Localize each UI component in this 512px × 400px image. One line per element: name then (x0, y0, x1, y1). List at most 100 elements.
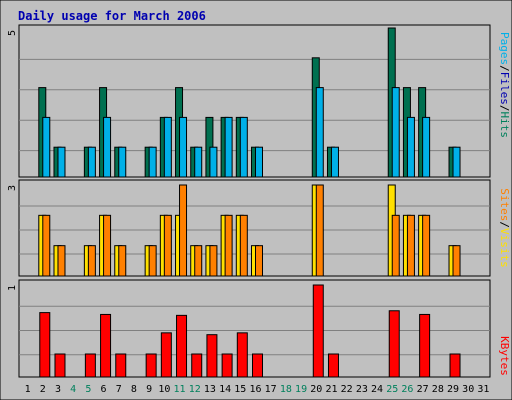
bar-files-day-27 (422, 116, 431, 178)
x-tick-label: 17 (265, 384, 277, 395)
bar-sites-day-13 (209, 245, 218, 277)
bar-kbytes-day-10 (160, 332, 172, 378)
panel-hits-files-pages: 5 (7, 24, 491, 178)
bar-files-day-6 (103, 116, 112, 178)
bar-files-day-21 (330, 146, 339, 178)
bar-kbytes-day-13 (206, 334, 218, 378)
x-tick-label: 2 (40, 384, 46, 395)
x-tick-label: 5 (85, 384, 91, 395)
bar-sites-day-20 (315, 184, 324, 277)
bar-sites-day-26 (406, 214, 415, 277)
x-tick-label: 28 (432, 384, 444, 395)
x-tick-label: 20 (310, 384, 322, 395)
bar-kbytes-day-27 (419, 313, 431, 378)
x-tick-label: 10 (158, 384, 170, 395)
x-tick-label: 4 (70, 384, 76, 395)
bar-sites-day-2 (42, 214, 51, 277)
bar-sites-day-25 (391, 214, 400, 277)
bar-kbytes-day-14 (221, 353, 233, 378)
x-tick-label: 30 (462, 384, 474, 395)
x-tick-label: 25 (386, 384, 398, 395)
x-tick-label: 21 (325, 384, 337, 395)
bar-files-day-2 (42, 116, 51, 178)
x-tick-label: 9 (146, 384, 152, 395)
kbytes-bars (39, 284, 461, 378)
x-tick-label: 27 (417, 384, 429, 395)
x-tick-label: 1 (25, 384, 31, 395)
bar-files-day-7 (118, 146, 127, 178)
x-axis-labels: 1 2 3 4 5 6 7 8 9 10 11 12 13 14 15 16 17 18 19 20 21 22 23 24 2… (25, 384, 490, 395)
x-tick-label: 3 (55, 384, 61, 395)
bar-sites-day-5 (87, 245, 96, 277)
bar-files-day-13 (209, 146, 218, 178)
bar-kbytes-day-11 (176, 314, 188, 378)
bar-kbytes-day-20 (312, 284, 324, 378)
y-max-label: 1 (7, 285, 18, 291)
bar-kbytes-day-12 (191, 353, 203, 378)
bar-kbytes-day-29 (449, 353, 461, 378)
bar-files-day-29 (452, 146, 461, 178)
bar-sites-day-11 (179, 184, 188, 277)
bar-sites-day-14 (224, 214, 233, 277)
bar-kbytes-day-21 (327, 353, 339, 378)
hits-files-bars (38, 27, 461, 178)
x-tick-label: 16 (249, 384, 261, 395)
bar-kbytes-day-3 (54, 353, 66, 378)
bar-sites-day-10 (163, 214, 172, 277)
x-tick-label: 8 (131, 384, 137, 395)
bar-files-day-5 (87, 146, 96, 178)
legend-sites-visits: Sites/Visits (498, 188, 511, 268)
chart-title: Daily usage for March 2006 (18, 9, 206, 23)
x-tick-label: 11 (174, 384, 186, 395)
bar-sites-day-9 (148, 245, 157, 277)
bar-sites-day-15 (239, 214, 248, 277)
x-tick-label: 15 (234, 384, 246, 395)
x-tick-label: 7 (116, 384, 122, 395)
bar-sites-day-12 (194, 245, 203, 277)
bar-files-day-16 (255, 146, 263, 178)
y-max-label: 3 (7, 185, 18, 191)
bar-files-day-20 (315, 87, 324, 178)
bar-sites-day-16 (255, 245, 263, 277)
x-tick-label: 29 (447, 384, 459, 395)
x-tick-label: 31 (477, 384, 489, 395)
sites-visits-bars (38, 184, 461, 277)
x-tick-label: 26 (401, 384, 413, 395)
x-tick-label: 12 (189, 384, 201, 395)
x-tick-label: 6 (101, 384, 107, 395)
bar-kbytes-day-6 (100, 313, 112, 378)
bar-sites-day-3 (57, 245, 66, 277)
x-tick-label: 23 (356, 384, 368, 395)
x-tick-label: 18 (280, 384, 292, 395)
bar-kbytes-day-16 (252, 353, 263, 378)
bar-kbytes-day-25 (388, 310, 400, 378)
x-tick-label: 13 (204, 384, 216, 395)
y-max-label: 5 (7, 30, 18, 36)
bar-kbytes-day-2 (39, 312, 51, 378)
bar-kbytes-day-15 (236, 332, 248, 378)
bar-sites-day-29 (452, 245, 461, 277)
bar-kbytes-day-7 (115, 353, 127, 378)
panel-sites-visits: 3 (7, 179, 491, 277)
bar-sites-day-7 (118, 245, 127, 277)
chart-panels: 5 3 1 Pages/Files/Hits Sites/Visits KBytes (7, 24, 511, 378)
x-tick-label: 24 (371, 384, 383, 395)
x-tick-label: 22 (341, 384, 353, 395)
x-tick-label: 14 (219, 384, 231, 395)
bar-files-day-25 (391, 87, 400, 178)
bar-files-day-3 (57, 146, 66, 178)
bar-kbytes-day-9 (145, 353, 157, 378)
legend-kbytes: KBytes (498, 336, 511, 376)
bar-kbytes-day-5 (84, 353, 96, 378)
bar-sites-day-27 (422, 214, 431, 277)
x-tick-label: 19 (295, 384, 307, 395)
legend-pages-files-hits: Pages/Files/Hits (498, 32, 511, 138)
bar-files-day-15 (239, 116, 248, 178)
bar-files-day-14 (224, 116, 233, 178)
panel-kbytes: 1 (7, 279, 491, 378)
bar-files-day-11 (179, 116, 188, 178)
bar-sites-day-6 (103, 214, 112, 277)
bar-files-day-12 (194, 146, 203, 178)
